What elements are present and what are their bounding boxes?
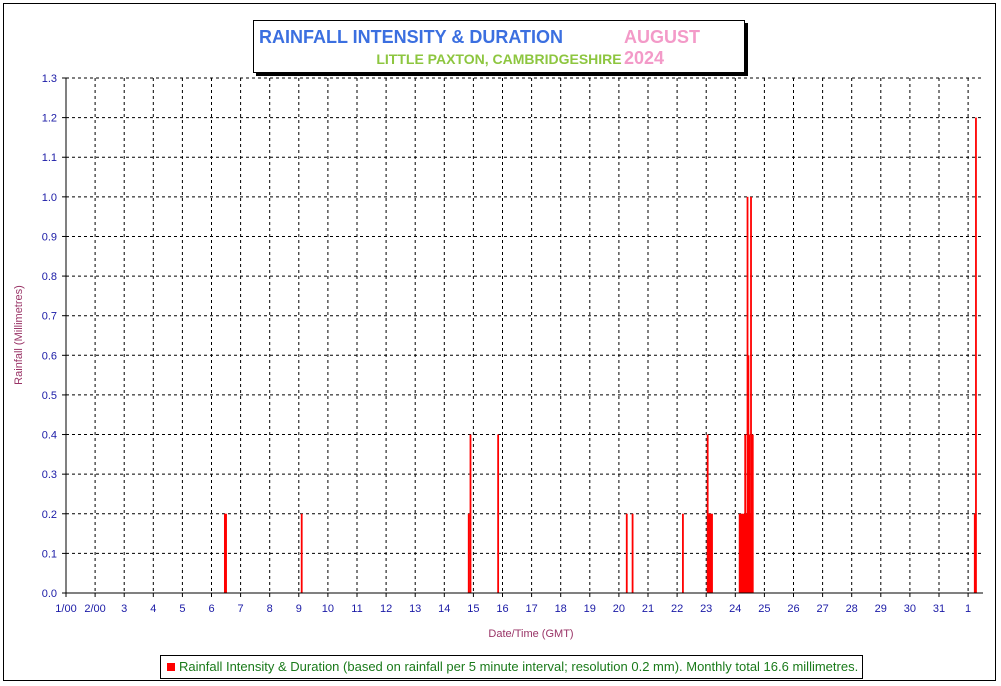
- rainfall-bar: [467, 513, 470, 593]
- rainfall-bar: [745, 513, 748, 593]
- x-tick-label: 14: [438, 603, 450, 615]
- rainfall-bar: [711, 513, 713, 593]
- x-tick-label: 30: [904, 603, 916, 615]
- x-tick-label: 9: [296, 603, 302, 615]
- x-tick-label: 4: [150, 603, 156, 615]
- x-tick-label: 19: [584, 603, 596, 615]
- rainfall-bar: [708, 513, 711, 593]
- y-tick-label: 1.0: [42, 192, 57, 204]
- x-tick-label: 10: [322, 603, 334, 615]
- x-tick-label: 22: [671, 603, 683, 615]
- x-tick-label: 23: [700, 603, 712, 615]
- rainfall-bar: [973, 513, 976, 593]
- legend-label: Rainfall Intensity & Duration (based on …: [179, 659, 859, 674]
- y-axis-label: Rainfall (Millimetres): [13, 285, 25, 385]
- x-tick-label: 5: [179, 603, 185, 615]
- x-tick-label: 28: [846, 603, 858, 615]
- rainfall-bar: [738, 513, 741, 593]
- x-tick-label: 21: [642, 603, 654, 615]
- rainfall-bar: [497, 434, 500, 593]
- legend-swatch: [167, 663, 175, 671]
- rainfall-bar: [469, 434, 472, 593]
- x-tick-label: 8: [267, 603, 273, 615]
- rainfall-bar: [741, 513, 743, 593]
- y-tick-label: 1.2: [42, 113, 57, 125]
- y-tick-label: 0.2: [42, 509, 57, 521]
- x-tick-label: 29: [875, 603, 887, 615]
- x-tick-label: 27: [816, 603, 828, 615]
- rainfall-bar: [223, 513, 226, 593]
- grid-lines: [66, 77, 983, 593]
- x-tick-label: 12: [380, 603, 392, 615]
- x-tick-label: 16: [496, 603, 508, 615]
- chart-title: RAINFALL INTENSITY & DURATION: [259, 27, 564, 47]
- rainfall-bar: [742, 513, 745, 593]
- x-axis-label: Date/Time (GMT): [488, 628, 573, 640]
- x-tick-label: 7: [238, 603, 244, 615]
- rainfall-bar: [225, 513, 227, 593]
- x-tick-label: 26: [787, 603, 799, 615]
- x-tick-label: 1/00: [55, 603, 76, 615]
- x-tick-label: 3: [121, 603, 127, 615]
- y-tick-label: 0.4: [42, 430, 57, 442]
- x-tick-label: 20: [613, 603, 625, 615]
- x-tick-label: 13: [409, 603, 421, 615]
- legend: Rainfall Intensity & Duration (based on …: [160, 655, 863, 679]
- x-tick-labels: 1/00 2/00 3 4 5 6 7 8 9 10 11 12 13 14 15 16 17 18 19 20 21 2…: [55, 603, 971, 615]
- rainfall-bar: [750, 196, 752, 593]
- rainfall-bar: [682, 513, 684, 593]
- x-tick-label: 11: [351, 603, 362, 615]
- x-tick-label: 25: [758, 603, 770, 615]
- x-tick-label: 24: [729, 603, 741, 615]
- rainfall-bars: [223, 117, 977, 594]
- y-tick-label: 1.3: [42, 73, 57, 85]
- rainfall-bar: [751, 434, 754, 593]
- rainfall-bar: [975, 117, 977, 594]
- x-tick-label: 15: [467, 603, 479, 615]
- y-tick-label: 0.1: [42, 548, 57, 560]
- y-tick-label: 0.6: [42, 350, 57, 362]
- axes: [62, 77, 983, 597]
- chart-subtitle: LITTLE PAXTON, CAMBRIDGESHIRE: [376, 51, 622, 67]
- chart-title-box: RAINFALL INTENSITY & DURATION AUGUST 202…: [253, 20, 745, 73]
- rainfall-bar: [631, 513, 634, 593]
- rainfall-bar: [707, 513, 710, 593]
- y-tick-label: 0.9: [42, 231, 57, 243]
- rainfall-bar: [744, 434, 747, 593]
- y-tick-label: 0.3: [42, 469, 57, 481]
- y-tick-labels: 0.0 0.1 0.2 0.3 0.4 0.5 0.6 0.7 0.8 0.9 1.0 1.1 1.2 1…: [42, 73, 57, 600]
- rainfall-bar: [709, 513, 712, 593]
- x-tick-label: 6: [208, 603, 214, 615]
- y-tick-label: 0.7: [42, 311, 57, 323]
- y-tick-label: 0.8: [42, 271, 57, 283]
- y-tick-label: 0.5: [42, 390, 57, 402]
- chart-title-period: AUGUST 2024: [624, 27, 700, 68]
- rainfall-bar: [739, 513, 742, 593]
- y-tick-label: 1.1: [42, 152, 57, 164]
- x-tick-label: 17: [525, 603, 537, 615]
- chart-frame: [3, 3, 996, 681]
- x-tick-label: 1: [965, 603, 971, 615]
- x-tick-label: 2/00: [84, 603, 105, 615]
- rainfall-bar: [300, 513, 303, 593]
- x-tick-label: 18: [555, 603, 567, 615]
- x-tick-label: 31: [933, 603, 945, 615]
- y-tick-label: 0.0: [42, 588, 57, 600]
- rainfall-bar: [625, 513, 628, 593]
